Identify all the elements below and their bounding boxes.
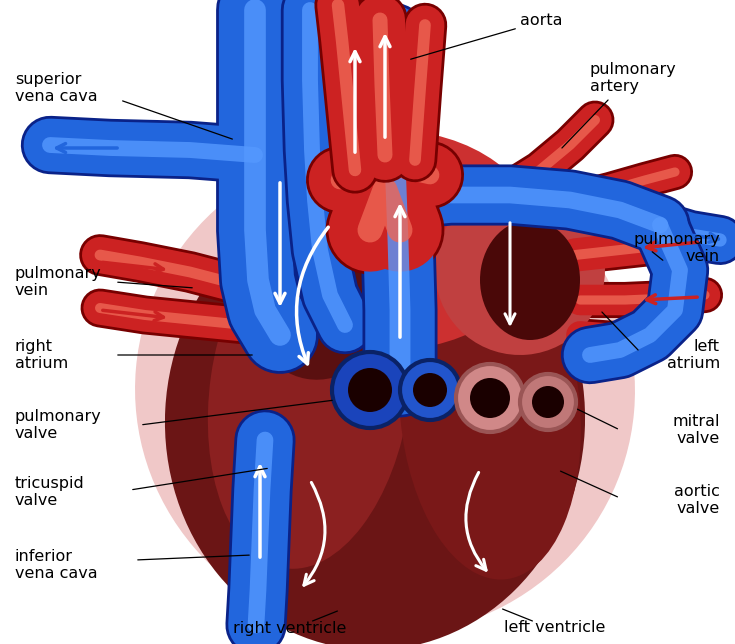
Ellipse shape — [250, 220, 390, 380]
Ellipse shape — [480, 220, 580, 340]
Text: left ventricle: left ventricle — [504, 621, 606, 636]
Text: mitral
valve: mitral valve — [673, 414, 720, 446]
Text: superior
vena cava: superior vena cava — [15, 71, 98, 104]
Circle shape — [456, 364, 524, 432]
Circle shape — [332, 352, 408, 428]
Ellipse shape — [435, 185, 605, 355]
Text: pulmonary
vein: pulmonary vein — [634, 232, 720, 264]
Text: left
atrium: left atrium — [667, 339, 720, 371]
Text: pulmonary
valve: pulmonary valve — [15, 409, 101, 441]
Text: tricuspid
valve: tricuspid valve — [15, 476, 85, 508]
Text: aorta: aorta — [520, 12, 562, 28]
Text: inferior
vena cava: inferior vena cava — [15, 549, 98, 581]
Ellipse shape — [399, 240, 581, 580]
Text: right ventricle: right ventricle — [233, 621, 347, 636]
Circle shape — [348, 368, 392, 412]
Circle shape — [532, 386, 564, 418]
Circle shape — [520, 374, 576, 430]
Ellipse shape — [165, 190, 585, 644]
Text: pulmonary
vein: pulmonary vein — [15, 266, 101, 298]
Circle shape — [400, 360, 460, 420]
Ellipse shape — [240, 130, 540, 350]
Circle shape — [413, 373, 447, 407]
Text: right
atrium: right atrium — [15, 339, 68, 371]
Circle shape — [470, 378, 510, 418]
Text: aortic
valve: aortic valve — [674, 484, 720, 516]
Text: pulmonary
artery: pulmonary artery — [590, 62, 677, 94]
Ellipse shape — [135, 145, 635, 635]
Ellipse shape — [208, 211, 412, 569]
